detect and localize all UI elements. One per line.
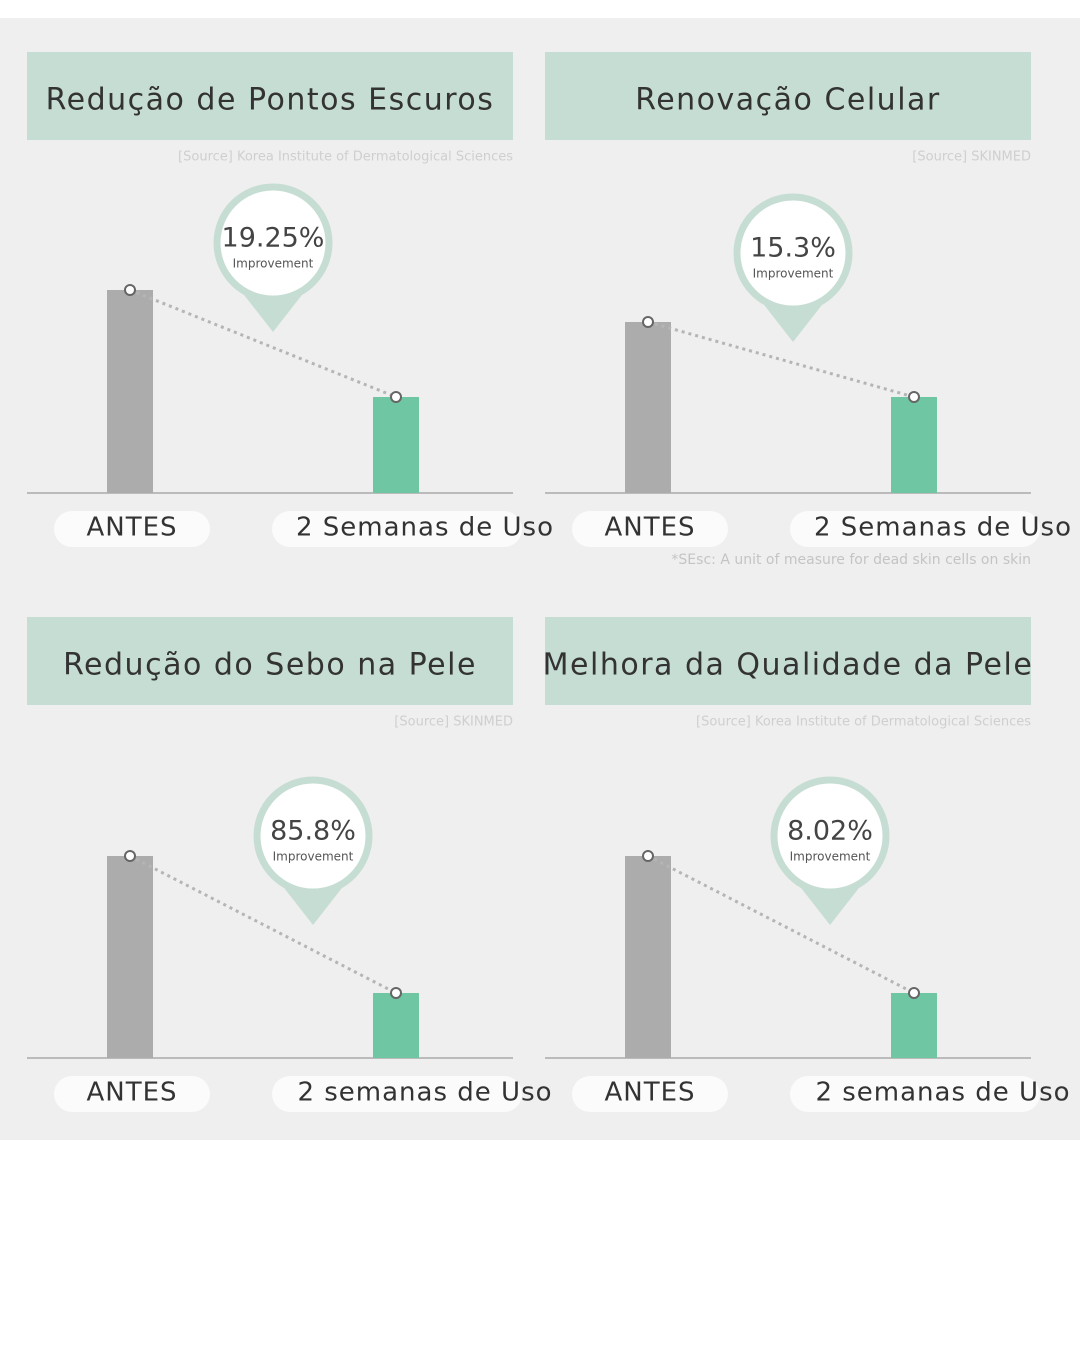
callout-pin xyxy=(798,884,862,925)
callout-value: 19.25% xyxy=(222,223,325,254)
callout-value: 8.02% xyxy=(787,816,873,847)
callout-pin xyxy=(281,884,345,925)
callout-value: 15.3% xyxy=(750,233,836,264)
point xyxy=(908,987,920,999)
point xyxy=(124,284,136,296)
callout-caption: Improvement xyxy=(273,850,354,864)
source: [Source] Korea Institute of Dermatologic… xyxy=(178,150,513,165)
footnote: *SEsc: A unit of measure for dead skin c… xyxy=(671,552,1031,568)
label-pill xyxy=(572,511,728,547)
callout-ring xyxy=(733,193,853,313)
panel-title: Renovação Celular xyxy=(635,83,941,118)
callout-caption: Improvement xyxy=(753,267,834,281)
source: [Source] Korea Institute of Dermatologic… xyxy=(696,715,1031,730)
title-box xyxy=(27,52,513,140)
category-label: ANTES xyxy=(604,1078,695,1108)
title-box xyxy=(545,52,1031,140)
label-pill xyxy=(54,1076,210,1112)
category-label: 2 semanas de Uso xyxy=(297,1078,552,1108)
point xyxy=(642,316,654,328)
label-pill xyxy=(272,511,522,547)
category-label: ANTES xyxy=(86,1078,177,1108)
callout-ring xyxy=(213,183,333,303)
callout-pin xyxy=(761,301,825,342)
bar xyxy=(373,397,419,493)
bar xyxy=(625,856,671,1058)
background xyxy=(0,18,1080,1140)
label-pill xyxy=(54,511,210,547)
bar xyxy=(891,397,937,493)
bar xyxy=(625,322,671,493)
trend-line xyxy=(129,854,397,995)
callout-caption: Improvement xyxy=(233,257,314,271)
point xyxy=(390,391,402,403)
label-pill xyxy=(790,1076,1040,1112)
callout-pin xyxy=(241,291,305,332)
panel-title: Redução de Pontos Escuros xyxy=(46,83,495,118)
panel-title: Redução do Sebo na Pele xyxy=(63,648,477,683)
point xyxy=(908,391,920,403)
trend-line xyxy=(129,288,397,399)
label-pill xyxy=(272,1076,522,1112)
category-label: 2 semanas de Uso xyxy=(815,1078,1070,1108)
title-box xyxy=(545,617,1031,705)
category-label: 2 Semanas de Uso xyxy=(296,513,554,543)
point xyxy=(390,987,402,999)
label-pill xyxy=(790,511,1040,547)
bar xyxy=(107,290,153,493)
callout-ring xyxy=(253,776,373,896)
bar xyxy=(107,856,153,1058)
title-box xyxy=(27,617,513,705)
category-label: ANTES xyxy=(604,513,695,543)
panel-title: Melhora da Qualidade da Pele xyxy=(543,648,1034,683)
trend-line xyxy=(647,854,915,995)
source: [Source] SKINMED xyxy=(394,715,513,730)
label-pill xyxy=(572,1076,728,1112)
bar xyxy=(373,993,419,1058)
category-label: ANTES xyxy=(86,513,177,543)
bar xyxy=(891,993,937,1058)
point xyxy=(642,850,654,862)
point xyxy=(124,850,136,862)
callout-caption: Improvement xyxy=(790,850,871,864)
callout-value: 85.8% xyxy=(270,816,356,847)
source: [Source] SKINMED xyxy=(912,150,1031,165)
callout-ring xyxy=(770,776,890,896)
category-label: 2 Semanas de Uso xyxy=(814,513,1072,543)
